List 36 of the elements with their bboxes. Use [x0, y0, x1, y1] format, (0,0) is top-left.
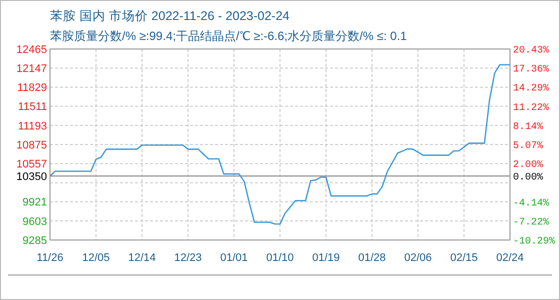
y2-tick-label: 17.36%: [513, 64, 550, 76]
y-tick-label: 10350: [16, 170, 47, 183]
line-series: [49, 64, 511, 225]
y-tick-label: 11511: [18, 101, 47, 114]
y2-tick-label: -10.29%: [513, 236, 556, 248]
x-tick-label: 02/06: [404, 252, 432, 264]
y-tick-label: 10557: [16, 158, 47, 170]
x-tick-label: 12/05: [82, 252, 110, 264]
y2-tick-label: 2.00%: [513, 160, 544, 172]
y2-tick-label: 0.00%: [513, 172, 544, 184]
y2-tick-label: -4.14%: [513, 198, 550, 210]
x-tick-label: 02/24: [496, 252, 524, 264]
y-tick-label: 9921: [22, 196, 47, 209]
y2-tick-label: 8.14%: [513, 122, 544, 133]
chart-title: 苯胺 国内 市场价 2022-11-26 - 2023-02-24: [50, 9, 290, 23]
y-tick-label: 11829: [17, 82, 47, 94]
x-tick-label: 01/01: [220, 252, 248, 264]
y-tick-label: 10875: [16, 139, 47, 152]
y-tick-label: 11193: [18, 120, 47, 132]
x-tick-label: 01/19: [312, 252, 340, 264]
y2-tick-label: 11.22%: [513, 102, 550, 114]
x-tick-label: 01/10: [266, 252, 294, 264]
x-tick-label: 01/28: [358, 252, 386, 264]
y2-tick-label: -7.22%: [513, 217, 550, 228]
y-tick-label: 9603: [22, 216, 47, 228]
x-tick-label: 02/15: [450, 252, 478, 264]
x-tick-label: 12/23: [174, 252, 202, 264]
y2-tick-label: 14.29%: [513, 84, 550, 95]
chart-subtitle: 苯胺质量分数/% ≥:99.4;干品结晶点/℃ ≥:-6.6;水分质量分数/% ≤: 0.1: [50, 29, 408, 43]
x-tick-label: 11/26: [36, 252, 64, 264]
y-tick-label: 9285: [22, 234, 47, 247]
y-tick-label: 12465: [16, 44, 47, 56]
x-tick-label: 12/14: [128, 252, 156, 264]
y2-tick-label: 5.07%: [513, 141, 544, 152]
y2-tick-label: 20.43%: [513, 46, 550, 56]
y-tick-label: 12147: [16, 62, 47, 75]
